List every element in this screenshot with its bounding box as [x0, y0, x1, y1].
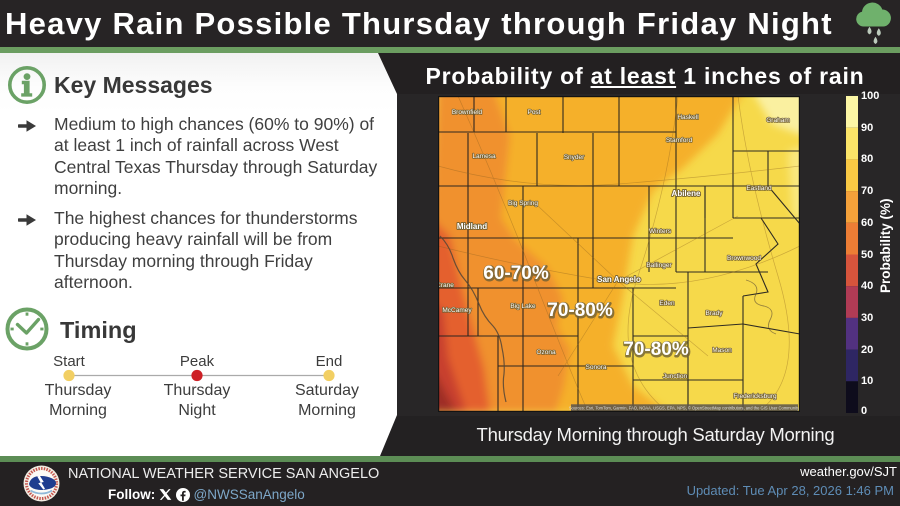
svg-text:70-80%: 70-80%	[623, 339, 689, 360]
svg-text:McCamey: McCamey	[442, 307, 472, 314]
svg-text:Brownfield: Brownfield	[452, 109, 483, 116]
svg-text:Post: Post	[527, 109, 540, 116]
svg-text:Junction: Junction	[663, 373, 688, 380]
svg-text:60-70%: 60-70%	[483, 263, 549, 284]
svg-text:Stamford: Stamford	[666, 137, 693, 144]
svg-text:Mason: Mason	[712, 347, 732, 354]
svg-text:Sources: Esri, TomTom, Garmin,: Sources: Esri, TomTom, Garmin, FAO, NOAA…	[569, 406, 800, 411]
svg-text:70-80%: 70-80%	[624, 340, 690, 361]
svg-text:Fredericksburg: Fredericksburg	[733, 393, 777, 400]
svg-text:Big Lake: Big Lake	[510, 303, 536, 310]
svg-text:Graham: Graham	[766, 117, 789, 124]
svg-text:Brady: Brady	[706, 310, 724, 317]
svg-text:70-80%: 70-80%	[548, 301, 614, 322]
svg-text:San Angelo: San Angelo	[597, 275, 641, 284]
svg-text:Big Spring: Big Spring	[508, 200, 538, 207]
svg-text:Haskell: Haskell	[677, 114, 699, 121]
svg-text:60-70%: 60-70%	[484, 264, 550, 285]
svg-text:Ozona: Ozona	[536, 349, 556, 356]
svg-text:Midland: Midland	[457, 222, 487, 231]
svg-text:Winters: Winters	[649, 228, 672, 235]
svg-text:Ballinger: Ballinger	[646, 262, 672, 269]
svg-text:Sonora: Sonora	[586, 364, 607, 371]
svg-text:70-80%: 70-80%	[547, 300, 613, 321]
svg-text:Eastland: Eastland	[746, 185, 772, 192]
svg-text:Brownwood: Brownwood	[727, 255, 761, 262]
svg-text:Abilene: Abilene	[672, 189, 701, 198]
svg-text:Lamesa: Lamesa	[472, 153, 496, 160]
svg-text:Snyder: Snyder	[564, 154, 585, 161]
svg-text:Crane: Crane	[438, 282, 454, 289]
svg-text:Eden: Eden	[659, 300, 675, 307]
